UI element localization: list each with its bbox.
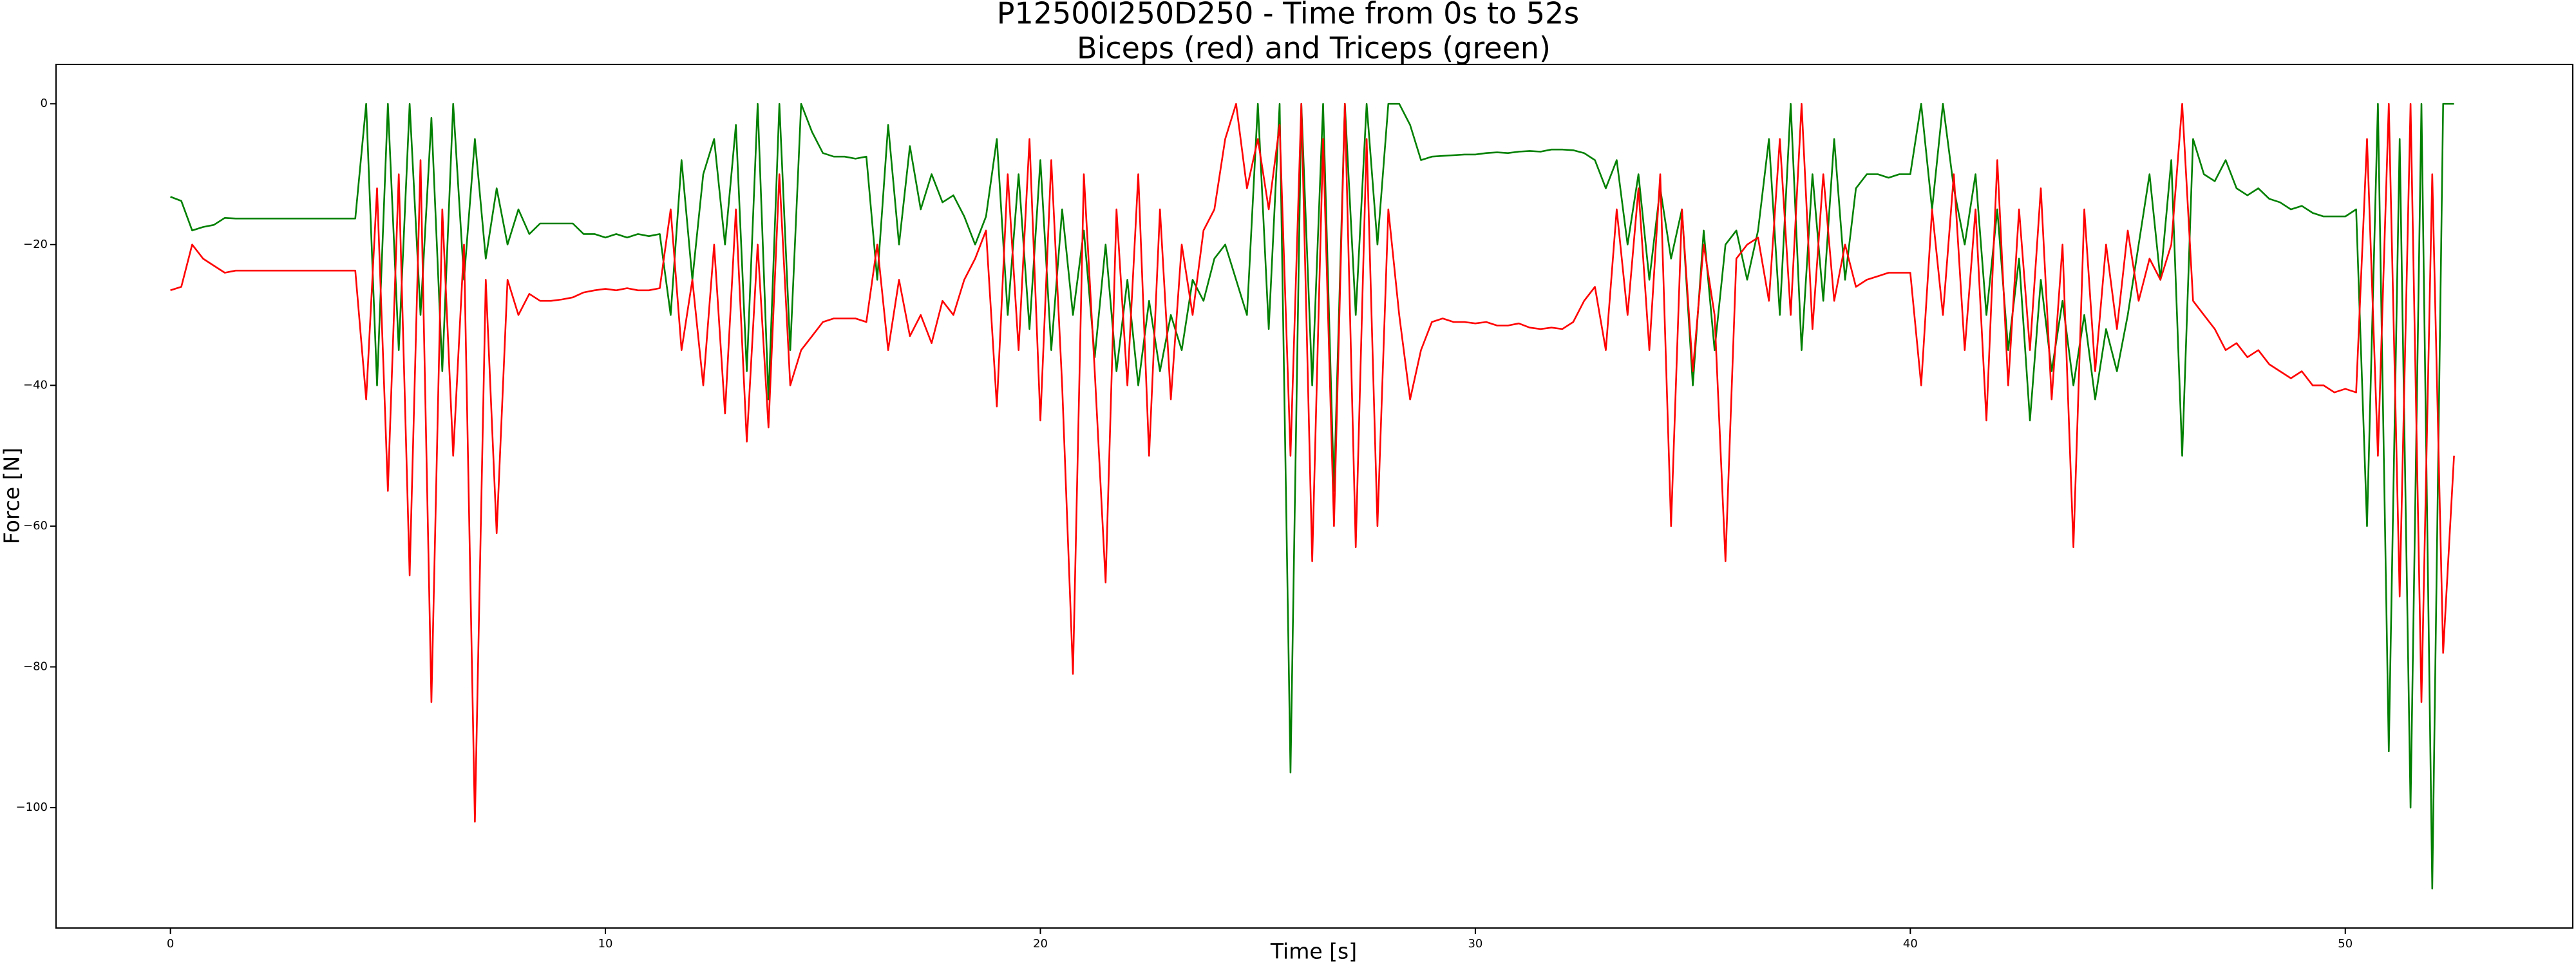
- y-tick-label: −100: [16, 800, 48, 814]
- x-axis-label: Time [s]: [1270, 939, 1357, 964]
- y-tick-label: −40: [23, 378, 48, 392]
- x-tick-label: 30: [1468, 937, 1482, 951]
- y-tick-label: 0: [41, 97, 48, 110]
- y-tick-label: −80: [23, 660, 48, 674]
- x-tick-label: 0: [167, 937, 174, 951]
- x-tick-label: 40: [1903, 937, 1918, 951]
- x-tick-label: 10: [598, 937, 613, 951]
- data-line: [170, 102, 2454, 890]
- x-tick-label: 20: [1033, 937, 1048, 951]
- plot-frame: [55, 64, 2573, 929]
- chart-title: P12500I250D250 - Time from 0s to 52s: [997, 0, 1580, 31]
- y-tick-label: −60: [23, 519, 48, 533]
- y-tick-label: −20: [23, 238, 48, 251]
- x-tick-label: 50: [2338, 937, 2353, 951]
- y-axis-label: Force [N]: [0, 448, 24, 544]
- chart-subtitle: Biceps (red) and Triceps (green): [1077, 31, 1551, 66]
- data-line: [170, 102, 2455, 823]
